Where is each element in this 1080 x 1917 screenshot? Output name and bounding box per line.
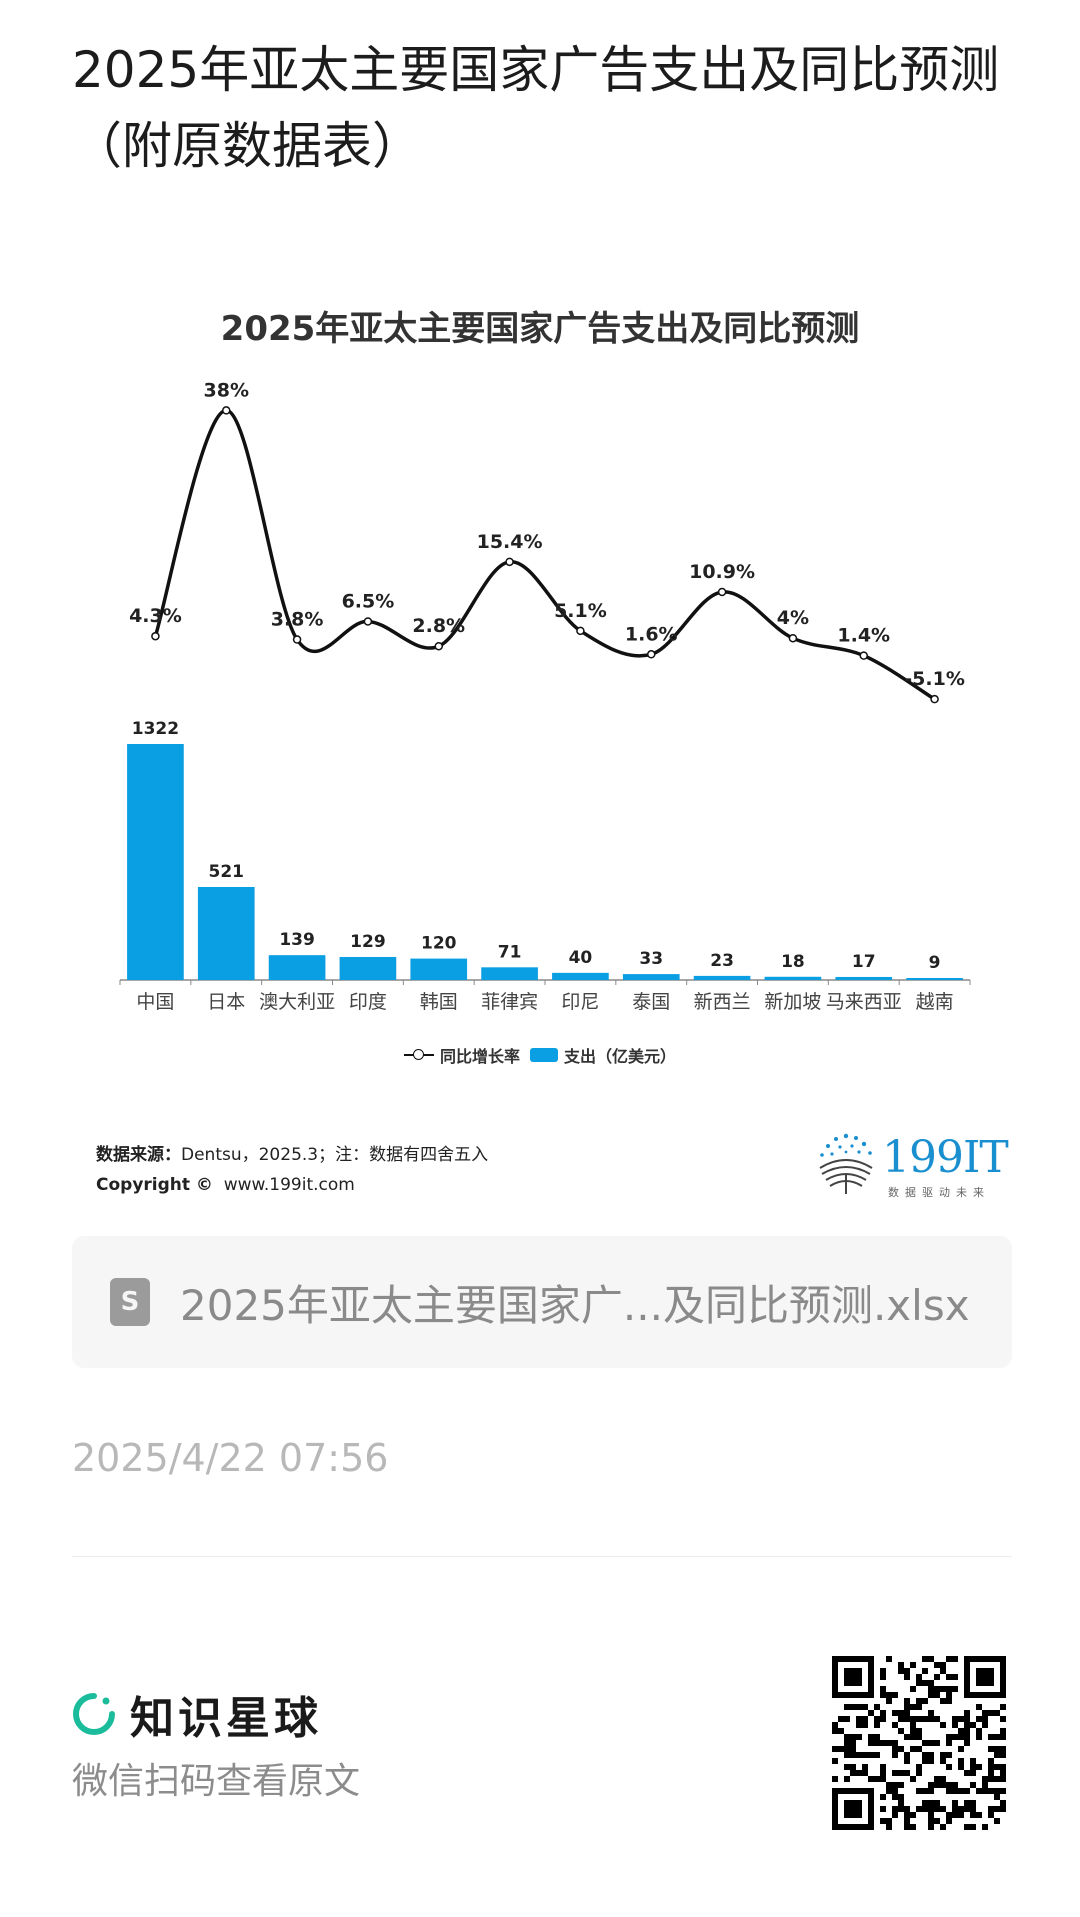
growth-line: [153, 408, 936, 701]
bar-value-label: 17: [852, 952, 876, 972]
x-tick-label: 菲律宾: [481, 991, 538, 1013]
growth-label: 38%: [204, 379, 249, 401]
bar: [339, 956, 397, 980]
growth-point: [292, 635, 302, 644]
growth-point: [647, 650, 656, 659]
dandelion-icon: [819, 1133, 873, 1194]
planet-logo-icon: [73, 1693, 115, 1735]
x-tick-label: 中国: [136, 991, 174, 1013]
growth-label: 6.5%: [342, 590, 395, 612]
growth-point: [434, 641, 443, 651]
x-tick-label: 越南: [916, 991, 954, 1013]
attachment-file-name[interactable]: 2025年亚太主要国家广...及同比预测.xlsx: [180, 1280, 970, 1330]
bar: [410, 958, 468, 980]
bar: [481, 967, 538, 980]
source-block: 数据来源：Dentsu，2025.3；注：数据有四舍五入 Copyright ©…: [96, 1140, 488, 1200]
legend-item-spend: 支出（亿美元）: [530, 1043, 676, 1067]
copyright-label: Copyright ©: [96, 1175, 213, 1195]
x-tick-label: 韩国: [420, 991, 458, 1013]
bar: [268, 955, 326, 980]
legend-item-growth: 同比增长率: [403, 1043, 520, 1067]
bar-value-label: 40: [569, 948, 593, 968]
brand-logo-text: 199IT: [882, 1132, 1009, 1183]
growth-label: 5.1%: [554, 600, 607, 622]
brand-logo: 199IT 数据驱动未来: [812, 1128, 1009, 1208]
source-label: 数据来源：: [96, 1145, 181, 1165]
x-tick-label: 新西兰: [694, 991, 751, 1013]
growth-point: [717, 587, 727, 597]
growth-label: 3.8%: [271, 609, 324, 631]
copyright-text: www.199it.com: [223, 1175, 355, 1195]
legend-label-growth: 同比增长率: [439, 1047, 520, 1066]
brand-logo-sub: 数据驱动未来: [888, 1186, 990, 1199]
spreadsheet-icon: [110, 1278, 150, 1326]
bar-swatch-icon: [530, 1048, 558, 1062]
growth-label: 4%: [777, 607, 809, 629]
x-tick-label: 新加坡: [764, 991, 821, 1013]
growth-label: 1.4%: [837, 625, 890, 647]
growth-point: [222, 406, 231, 415]
bar: [197, 886, 255, 980]
legend-label-spend: 支出（亿美元）: [564, 1047, 677, 1066]
growth-label: 1.6%: [625, 623, 678, 645]
bar-value-label: 71: [498, 942, 522, 962]
growth-point: [151, 631, 160, 641]
chart-title: 2025年亚太主要国家广告支出及同比预测: [221, 309, 860, 349]
x-tick-label: 印尼: [561, 991, 599, 1013]
source-text: Dentsu，2025.3；注：数据有四舍五入: [181, 1145, 489, 1165]
divider: [72, 1556, 1012, 1557]
growth-point: [363, 617, 373, 626]
bar: [906, 978, 963, 980]
bar-value-label: 139: [279, 930, 315, 950]
x-tick-label: 马来西亚: [826, 991, 902, 1013]
source-line: 数据来源：Dentsu，2025.3；注：数据有四舍五入: [96, 1140, 488, 1170]
bar: [552, 972, 609, 980]
chart: 2025年亚太主要国家广告支出及同比预测中国 1322 日本 521 澳大利亚 139 印度…: [0, 290, 1080, 1220]
bar-value-label: 129: [350, 932, 386, 952]
growth-point: [576, 626, 585, 636]
post-timestamp: 2025/4/22 07:56: [72, 1436, 389, 1480]
scan-hint: 微信扫码查看原文: [72, 1761, 361, 1802]
bar-value-label: 33: [639, 949, 663, 969]
x-tick-label: 印度: [349, 991, 387, 1013]
growth-point: [859, 651, 868, 660]
copyright-line: Copyright © www.199it.com: [96, 1170, 488, 1200]
bar: [835, 976, 893, 980]
attachment-card[interactable]: 2025年亚太主要国家广...及同比预测.xlsx: [72, 1236, 1012, 1368]
line-marker-icon: [403, 1049, 434, 1061]
chart-legend: 同比增长率 支出（亿美元）: [0, 1043, 1080, 1067]
bar: [693, 975, 751, 980]
planet-brand: 知识星球: [72, 1682, 322, 1746]
x-tick-label: 澳大利亚: [259, 991, 335, 1013]
bar-value-label: 9: [929, 953, 941, 973]
growth-label: 10.9%: [689, 561, 755, 583]
bar-value-label: 521: [209, 862, 245, 882]
planet-name: 知识星球: [130, 1693, 322, 1744]
x-tick-label: 泰国: [632, 991, 670, 1013]
growth-point: [788, 633, 798, 643]
qr-code[interactable]: [832, 1656, 1006, 1830]
bar: [622, 974, 680, 980]
post-title: 2025年亚太主要国家广告支出及同比预测（附原数据表）: [72, 41, 1000, 175]
growth-label: 15.4%: [477, 531, 543, 553]
bar: [127, 744, 184, 980]
bar-value-label: 1322: [132, 719, 179, 739]
bar-value-label: 18: [781, 952, 805, 972]
growth-label: 2.8%: [412, 615, 465, 637]
growth-label: -5.1%: [904, 668, 965, 690]
bar: [764, 976, 822, 980]
bar-value-label: 120: [421, 934, 457, 954]
growth-point: [505, 557, 514, 567]
growth-point: [930, 694, 939, 704]
growth-label: 4.3%: [129, 605, 182, 627]
x-tick-label: 日本: [207, 991, 245, 1013]
bar-value-label: 23: [710, 951, 734, 971]
